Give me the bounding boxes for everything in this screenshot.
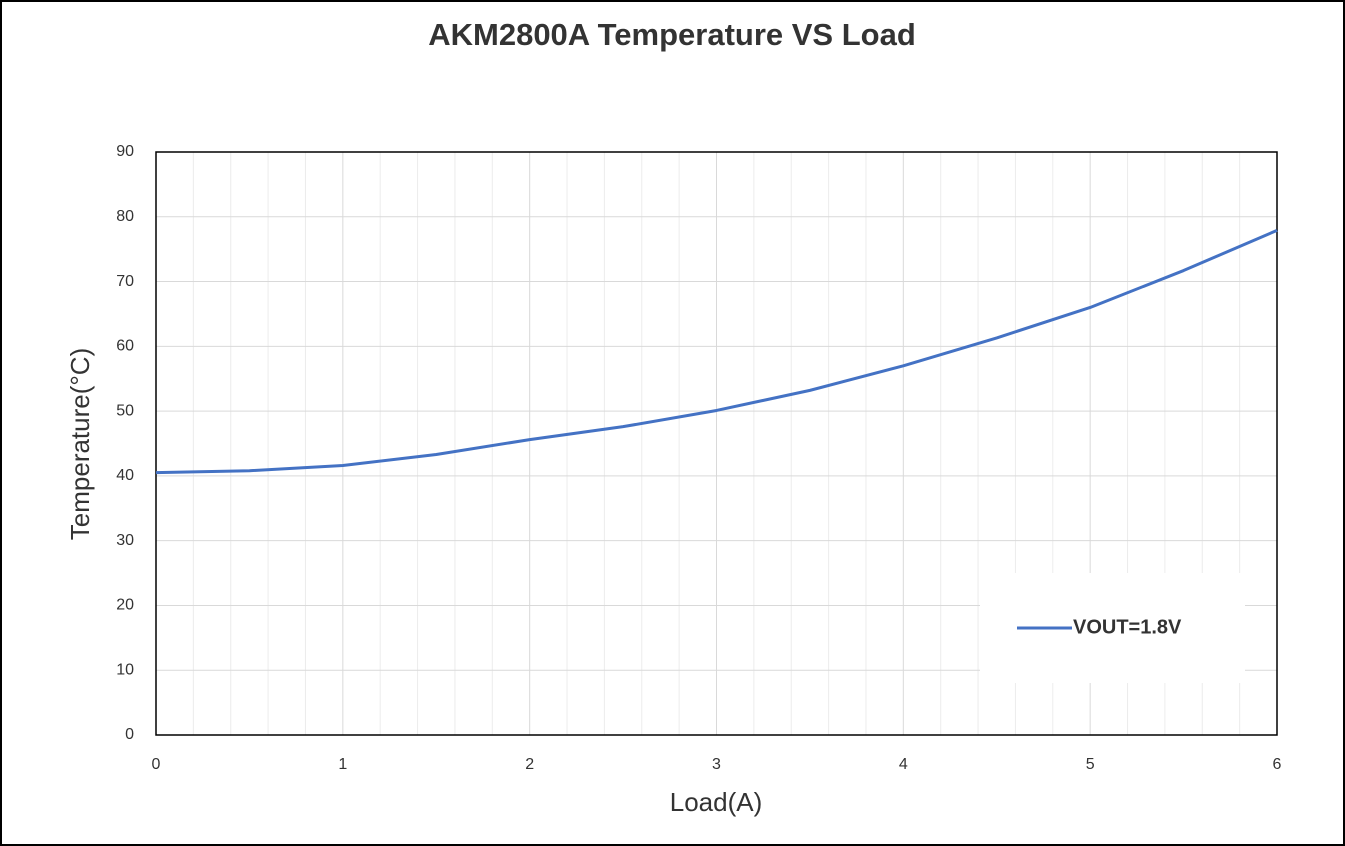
x-tick-label: 3: [712, 756, 721, 773]
y-axis-label: Temperature(°C): [65, 348, 95, 540]
y-tick-label: 20: [116, 597, 134, 614]
y-tick-label: 40: [116, 467, 134, 484]
y-tick-label: 30: [116, 532, 134, 549]
x-axis-label: Load(A): [670, 787, 763, 817]
y-tick-label: 0: [125, 726, 134, 743]
x-tick-label: 4: [899, 756, 908, 773]
legend: VOUT=1.8V: [980, 573, 1245, 683]
y-tick-label: 70: [116, 273, 134, 290]
legend-label: VOUT=1.8V: [1073, 616, 1182, 638]
x-tick-label: 6: [1273, 756, 1282, 773]
x-tick-label: 0: [152, 756, 161, 773]
y-tick-label: 60: [116, 338, 134, 355]
y-tick-label: 50: [116, 402, 134, 419]
y-tick-label: 90: [116, 143, 134, 160]
x-tick-label: 1: [338, 756, 347, 773]
x-tick-label: 5: [1086, 756, 1095, 773]
chart-title: AKM2800A Temperature VS Load: [428, 17, 916, 52]
x-tick-label: 2: [525, 756, 534, 773]
data-line: [155, 229, 1278, 475]
y-tick-label: 10: [116, 661, 134, 678]
y-tick-label: 80: [116, 208, 134, 225]
plot-border: [155, 151, 1278, 736]
